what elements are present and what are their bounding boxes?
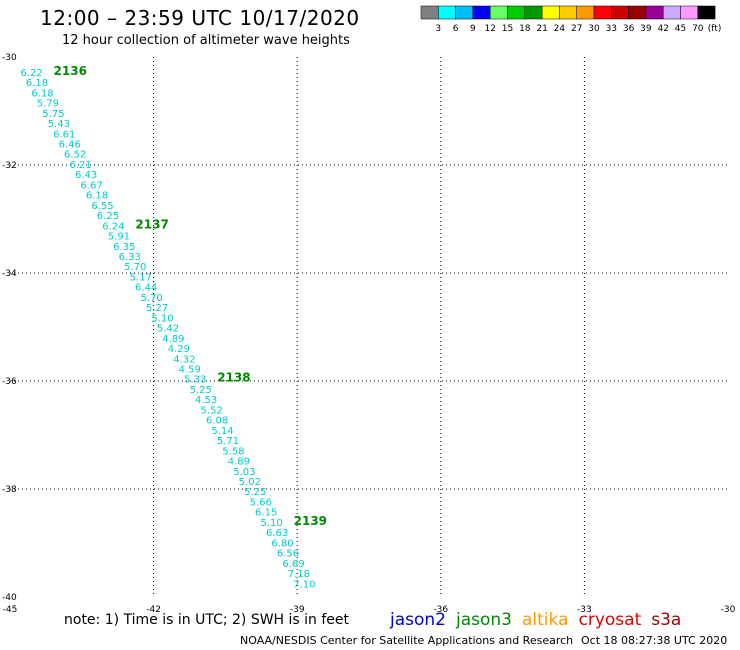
credit-line: NOAA/NESDIS Center for Satellite Applica…: [240, 634, 574, 647]
wave-height-value: 6.24: [102, 221, 124, 232]
chart-subtitle: 12 hour collection of altimeter wave hei…: [62, 33, 350, 48]
wave-height-value: 5.66: [250, 497, 272, 508]
satellite-legend: jason2 jason3 altika cryosat s3a: [390, 610, 691, 630]
wave-height-value: 6.21: [70, 160, 92, 171]
wave-height-value: 5.70: [124, 262, 146, 273]
x-tick-label: -42: [146, 605, 161, 615]
legend-label: 33: [606, 24, 617, 34]
wave-height-value: 4.32: [173, 354, 195, 365]
x-tick-label: -33: [577, 605, 592, 615]
wave-height-value: 5.71: [217, 436, 239, 447]
y-tick-label: -34: [2, 269, 17, 279]
wave-height-value: 6.08: [206, 416, 228, 427]
wave-height-value: 5.25: [244, 487, 266, 498]
wave-height-value: 6.61: [53, 129, 75, 140]
legend-label: 36: [623, 24, 635, 34]
wave-height-value: 5.43: [48, 119, 70, 130]
wave-height-value: 5.25: [190, 385, 212, 396]
x-tick-label: -30: [721, 605, 736, 615]
wave-height-value: 6.18: [26, 78, 48, 89]
wave-height-value: 4.89: [162, 334, 184, 345]
legend-label: 6: [453, 24, 459, 34]
wave-height-value: 6.18: [86, 191, 108, 202]
wave-height-value: 6.33: [119, 252, 141, 263]
legend-label: 39: [640, 24, 652, 34]
credit-timestamp: Oct 18 08:27:38 UTC 2020: [581, 634, 728, 647]
legend-label: 18: [519, 24, 531, 34]
wave-height-value: 6.43: [75, 170, 97, 181]
wave-height-value: 5.42: [157, 324, 179, 335]
y-tick-label: -40: [2, 593, 17, 603]
legend-label: 3: [435, 24, 441, 34]
legend-label: 42: [657, 24, 668, 34]
x-tick-label: -39: [290, 605, 305, 615]
color-legend: 3 6 9 12 15 18 21 24 27 30 33 36 39 42 45 70 (ft): [420, 5, 722, 34]
wave-height-value: 5.70: [140, 293, 162, 304]
footer-note: note: 1) Time is in UTC; 2) SWH is in fe…: [64, 612, 350, 628]
pass-number-label: 2137: [135, 217, 168, 231]
wave-height-value: 6.56: [277, 549, 299, 560]
wave-height-value: 7.18: [288, 569, 310, 580]
wave-height-value: 5.33: [184, 375, 206, 386]
wave-height-value: 5.02: [239, 477, 261, 488]
wave-height-value: 6.35: [113, 242, 135, 253]
satellite-s3a: s3a: [651, 610, 682, 630]
wave-height-value: 6.15: [255, 508, 277, 519]
satellite-cryosat: cryosat: [578, 610, 642, 630]
chart-title: 12:00 – 23:59 UTC 10/17/2020: [40, 6, 360, 30]
pass-number-label: 2136: [54, 64, 87, 78]
wave-height-value: 6.55: [91, 201, 113, 212]
wave-height-value: 7.10: [293, 579, 315, 590]
pass-number-label: 2138: [217, 371, 250, 385]
wave-height-value: 6.18: [31, 88, 53, 99]
legend-label: 27: [571, 24, 582, 34]
wave-height-value: 6.44: [135, 283, 157, 294]
wave-height-value: 5.03: [233, 467, 255, 478]
wave-height-value: 5.58: [222, 446, 244, 457]
wave-height-value: 6.69: [282, 559, 304, 570]
y-tick-label: -32: [2, 161, 17, 171]
wave-height-value: 5.79: [37, 99, 59, 110]
legend-label: 30: [588, 24, 600, 34]
legend-unit: (ft): [708, 24, 722, 34]
x-tick-label: -36: [433, 605, 448, 615]
wave-height-value: 6.63: [266, 528, 288, 539]
wave-height-value: 4.89: [228, 457, 250, 468]
legend-swatch: [697, 5, 716, 20]
satellite-jason2: jason2: [390, 610, 446, 630]
y-tick-label: -36: [2, 377, 17, 387]
y-tick-label: -30: [2, 53, 17, 63]
wave-height-value: 5.14: [211, 426, 233, 437]
satellite-altika: altika: [522, 610, 569, 630]
wave-height-value: 6.46: [59, 139, 81, 150]
wave-height-value: 6.52: [64, 150, 86, 161]
y-tick-label: -38: [2, 485, 17, 495]
wave-height-value: 6.80: [271, 538, 293, 549]
wave-height-value: 5.52: [200, 405, 222, 416]
legend-label: 45: [675, 24, 686, 34]
wave-height-value: 5.10: [261, 518, 283, 529]
x-tick-label: -45: [3, 605, 18, 615]
wave-height-value: 5.27: [146, 303, 168, 314]
legend-label: 24: [554, 24, 566, 34]
satellite-jason3: jason3: [456, 610, 512, 630]
wave-height-value: 5.17: [130, 272, 152, 283]
wave-height-value: 5.75: [42, 109, 64, 120]
legend-label: 15: [502, 24, 513, 34]
wave-height-value: 4.59: [179, 365, 201, 376]
wave-height-value: 4.29: [168, 344, 190, 355]
wave-height-value: 5.91: [108, 232, 130, 243]
legend-label: 9: [470, 24, 476, 34]
wave-height-value: 6.22: [20, 68, 42, 79]
pass-number-label: 2139: [294, 514, 327, 528]
legend-label: 70: [692, 24, 704, 34]
wave-height-value: 4.53: [195, 395, 217, 406]
legend-label: 12: [484, 24, 495, 34]
wave-height-value: 5.10: [151, 313, 173, 324]
wave-height-value: 6.67: [80, 180, 102, 191]
legend-label: 21: [536, 24, 547, 34]
wave-height-value: 6.25: [97, 211, 119, 222]
